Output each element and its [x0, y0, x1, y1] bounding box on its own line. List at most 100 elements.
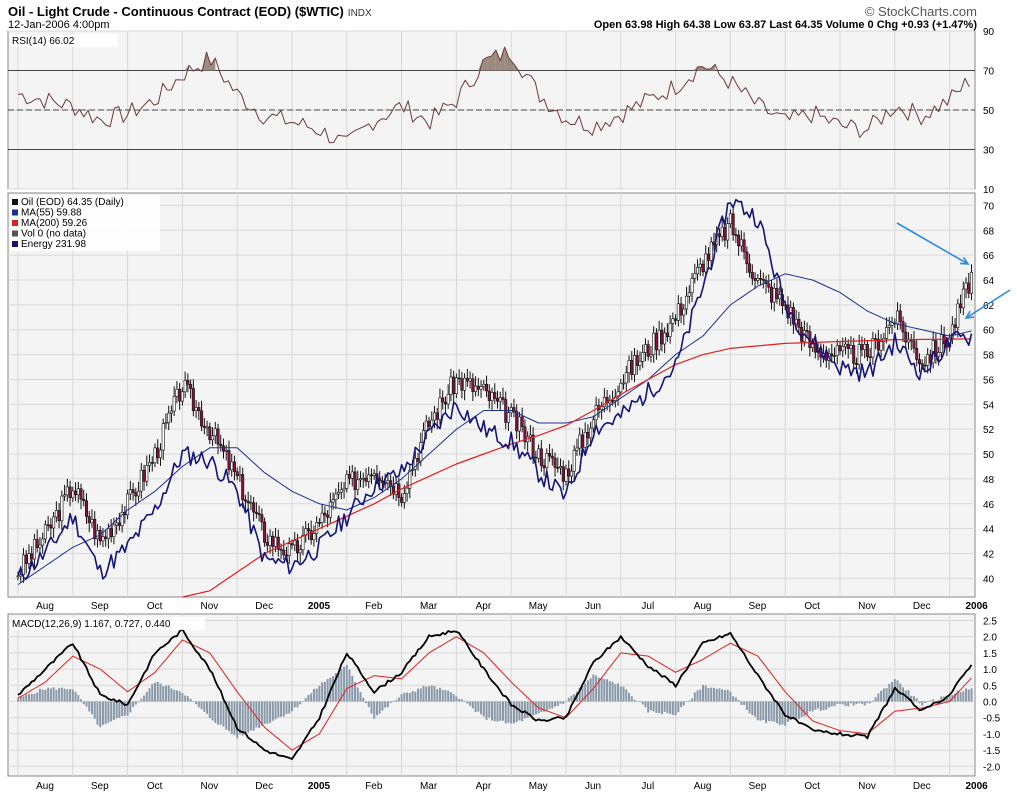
candle-body — [87, 516, 91, 524]
candle-body — [915, 347, 919, 360]
candle-body — [917, 359, 921, 364]
candle-body — [230, 461, 234, 471]
price-candle — [271, 531, 275, 557]
price-candle — [745, 246, 749, 274]
macd-histogram-bar — [641, 701, 644, 705]
price-candle — [356, 470, 360, 496]
price-candle — [117, 512, 121, 531]
candle-body — [482, 383, 486, 387]
price-candle — [367, 466, 371, 489]
macd-histogram-bar — [551, 701, 554, 709]
macd-histogram-bar — [299, 701, 302, 705]
candle-body — [665, 332, 669, 338]
price-candle — [539, 440, 543, 472]
macd-histogram-bar — [649, 701, 652, 711]
price-axis-tick: 50 — [983, 450, 995, 461]
macd-histogram-bar — [60, 687, 63, 702]
price-candle — [624, 365, 628, 392]
candle-body — [106, 528, 110, 539]
price-candle — [232, 455, 236, 481]
candle-body — [19, 574, 23, 577]
macd-histogram-bar — [249, 701, 252, 731]
macd-histogram-bar — [112, 701, 115, 720]
macd-histogram-bar — [178, 691, 181, 702]
macd-histogram-bar — [288, 701, 291, 714]
candle-body — [537, 448, 541, 459]
macd-histogram-bar — [825, 701, 828, 710]
price-candle — [756, 273, 760, 285]
candle-body — [197, 407, 201, 412]
macd-histogram-bar — [66, 689, 69, 702]
price-x-month-label: Jul — [641, 601, 654, 612]
price-candle — [345, 470, 349, 493]
candle-body — [183, 380, 187, 393]
candle-body — [690, 278, 694, 294]
price-x-month-label: Apr — [476, 601, 492, 612]
price-candle — [542, 458, 546, 476]
candle-body — [74, 490, 78, 496]
candle-body — [652, 332, 656, 355]
candle-body — [778, 294, 782, 300]
macd-histogram-bar — [477, 701, 480, 712]
price-candle — [753, 272, 757, 290]
price-candle — [252, 496, 256, 522]
candle-body — [194, 407, 198, 411]
macd-histogram-bar — [493, 701, 496, 722]
annotation-arrow-ma-head — [964, 310, 975, 319]
macd-histogram-bar — [348, 669, 351, 702]
price-candle — [131, 482, 135, 501]
macd-histogram-bar — [433, 686, 436, 702]
candle-body — [372, 473, 376, 476]
candle-body — [769, 286, 773, 303]
macd-histogram-bar — [880, 690, 883, 702]
price-candle — [742, 232, 746, 260]
macd-histogram-bar — [364, 701, 367, 704]
rsi-axis-tick: 50 — [983, 106, 995, 117]
candle-body — [638, 361, 642, 366]
price-candle — [276, 529, 280, 557]
macd-histogram-bar — [970, 688, 973, 702]
macd-histogram-bar — [203, 701, 206, 712]
macd-histogram-bar — [208, 701, 211, 719]
macd-histogram-bar — [77, 695, 80, 702]
price-candle — [293, 531, 297, 552]
candle-body — [865, 344, 869, 358]
price-candle — [926, 347, 930, 374]
price-candle — [328, 492, 332, 523]
macd-histogram-bar — [222, 701, 225, 727]
macd-histogram-bar — [584, 683, 587, 702]
macd-histogram-bar — [181, 693, 184, 702]
macd-histogram-bar — [291, 701, 293, 712]
price-candle — [493, 383, 497, 404]
candle-body — [427, 420, 431, 427]
candle-body — [142, 470, 146, 482]
candle-body — [493, 392, 497, 399]
macd-histogram-bar — [255, 701, 258, 728]
macd-histogram-bar — [512, 701, 515, 724]
candle-body — [772, 288, 776, 303]
price-candle — [759, 269, 763, 286]
macd-histogram-bar — [425, 686, 428, 702]
macd-histogram-bar — [154, 682, 156, 702]
macd-histogram-bar — [743, 701, 746, 705]
candle-body — [274, 536, 278, 547]
macd-histogram-bar — [860, 701, 863, 704]
candle-body — [290, 543, 294, 546]
macd-axis-tick: 0.5 — [983, 681, 997, 692]
price-candle — [553, 452, 557, 477]
candle-body — [134, 492, 138, 497]
candle-body — [471, 378, 475, 392]
candle-body — [112, 524, 116, 538]
candle-body — [559, 466, 563, 469]
price-x-month-label: Sep — [749, 601, 767, 612]
price-candle — [364, 468, 368, 487]
macd-histogram-bar — [428, 686, 430, 702]
candle-body — [632, 355, 636, 375]
price-candle — [970, 264, 974, 301]
macd-histogram-bar — [162, 686, 165, 702]
macd-histogram-bar — [658, 701, 661, 714]
candle-body — [920, 363, 924, 366]
candle-body — [167, 412, 171, 423]
macd-histogram-bar — [543, 701, 546, 712]
brand-logo[interactable]: © StockCharts.com — [864, 4, 977, 19]
